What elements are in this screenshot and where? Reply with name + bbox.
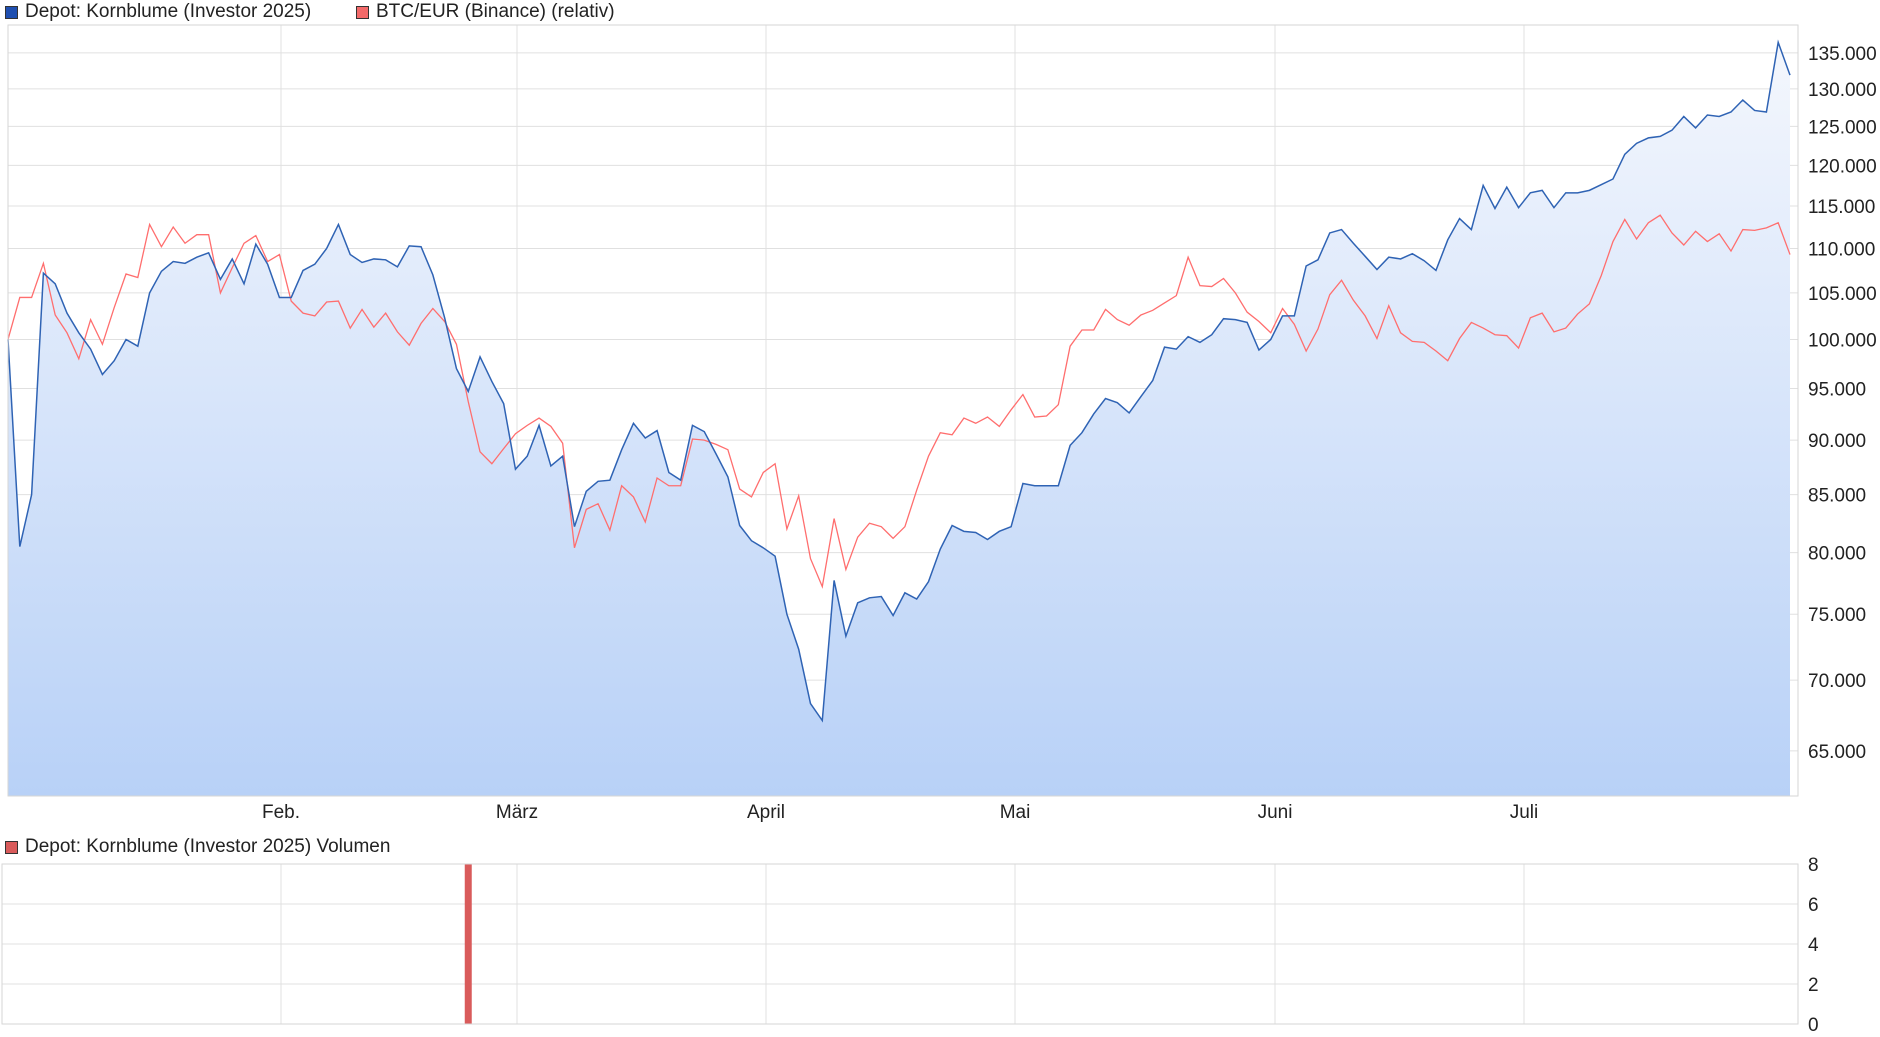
legend-label-btc: BTC/EUR (Binance) (relativ) <box>376 1 615 22</box>
y-tick-label: 130.000 <box>1808 80 1877 101</box>
volume-y-tick-label: 0 <box>1808 1015 1819 1036</box>
y-axis-labels: 65.000 70.000 75.000 80.000 85.000 90.000 95.0… <box>1808 44 1877 763</box>
x-tick-label: Juli <box>1510 802 1539 823</box>
y-tick-label: 85.000 <box>1808 486 1866 507</box>
legend-label-volume: Depot: Kornblume (Investor 2025) Volumen <box>25 836 391 857</box>
volume-y-tick-label: 8 <box>1808 855 1819 876</box>
volume-y-tick-label: 6 <box>1808 895 1819 916</box>
y-tick-label: 75.000 <box>1808 605 1866 626</box>
main-plot-frame <box>7 24 1799 797</box>
y-tick-label: 135.000 <box>1808 44 1877 65</box>
legend-volume: Depot: Kornblume (Investor 2025) Volumen <box>5 836 390 858</box>
volume-y-axis-labels: 0 2 4 6 8 <box>1808 855 1819 1036</box>
y-tick-label: 80.000 <box>1808 544 1866 565</box>
volume-gridlines <box>2 863 1798 1025</box>
depot-area-fill <box>8 42 1790 796</box>
volume-y-tick-label: 2 <box>1808 975 1819 996</box>
volume-y-tick-label: 4 <box>1808 935 1819 956</box>
volume-bar <box>464 864 472 1024</box>
y-tick-label: 120.000 <box>1808 156 1877 177</box>
legend-btc: BTC/EUR (Binance) (relativ) <box>356 1 615 23</box>
y-tick-label: 110.000 <box>1808 239 1875 260</box>
volume-plot-frame <box>1 863 1799 1025</box>
x-tick-label: März <box>496 802 538 823</box>
volume-bars <box>464 864 472 1024</box>
y-tick-label: 100.000 <box>1808 330 1877 351</box>
x-tick-label: Feb. <box>262 802 300 823</box>
legend-label-depot: Depot: Kornblume (Investor 2025) <box>25 1 312 22</box>
y-tick-label: 115.000 <box>1808 197 1875 218</box>
x-tick-label: April <box>747 802 785 823</box>
legend-swatch-depot <box>5 5 18 19</box>
y-tick-label: 95.000 <box>1808 379 1866 400</box>
y-tick-label: 90.000 <box>1808 431 1866 452</box>
y-tick-label: 70.000 <box>1808 671 1866 692</box>
y-tick-label: 105.000 <box>1808 284 1877 305</box>
y-tick-label: 65.000 <box>1808 742 1866 763</box>
btc-series-line <box>7 214 1791 589</box>
x-tick-label: Mai <box>1000 802 1031 823</box>
legend-swatch-volume <box>5 840 18 854</box>
x-axis-labels: Feb. März April Mai Juni Juli <box>262 802 1538 823</box>
y-tick-label: 125.000 <box>1808 117 1877 138</box>
depot-series-line <box>7 39 1791 723</box>
x-tick-label: Juni <box>1258 802 1293 823</box>
legend-swatch-btc <box>356 5 369 19</box>
legend-depot: Depot: Kornblume (Investor 2025) <box>5 1 311 23</box>
